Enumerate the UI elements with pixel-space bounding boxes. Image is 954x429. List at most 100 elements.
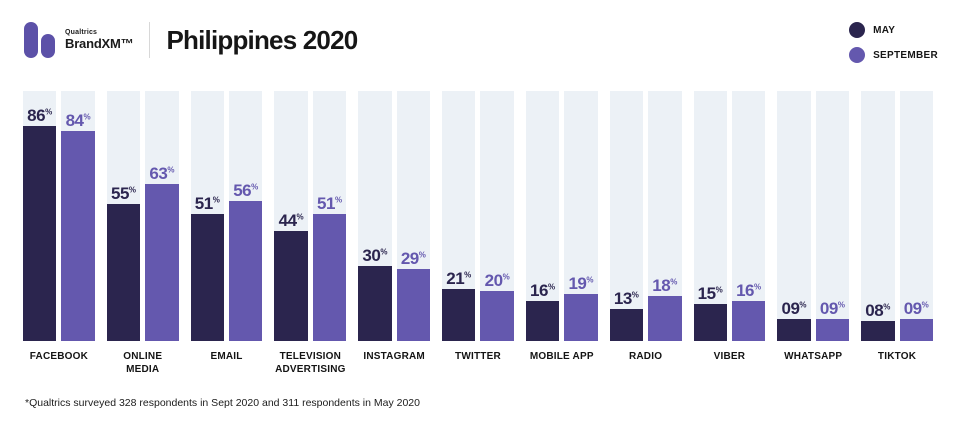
bar-september [480, 291, 514, 341]
bar-may [274, 231, 308, 341]
bar-track-september: 09% [815, 91, 850, 341]
category-label: TWITTER [455, 351, 501, 362]
logo-brand-main: BrandXM™ [65, 35, 134, 51]
bar-september [396, 268, 431, 341]
bar-track-may: 08% [861, 91, 895, 341]
bar-track-may: 13% [609, 91, 644, 341]
bar-track-september: 18% [648, 91, 682, 341]
category-group: 44% 51% TELEVISION ADVERTISING [274, 91, 347, 376]
bar-track-september: 19% [564, 91, 598, 341]
footnote: *Qualtrics surveyed 328 respondents in S… [25, 397, 420, 409]
bar-track-september: 20% [480, 91, 514, 341]
category-group: 16% 19% MOBILE APP [525, 91, 598, 376]
logo-text: Qualtrics BrandXM™ [65, 29, 134, 51]
header: Qualtrics BrandXM™ Philippines 2020 [24, 22, 936, 58]
bar-track-pair: 51% 56% [190, 91, 263, 341]
bar-track-pair: 21% 20% [442, 91, 514, 341]
bar-value-label: 16% [530, 281, 556, 300]
bar-value-label: 55% [110, 183, 137, 203]
bar-may [609, 308, 644, 341]
category-label: MOBILE APP [529, 351, 594, 362]
bar-track-september: 56% [229, 91, 263, 341]
bar-track-pair: 16% 19% [525, 91, 598, 341]
bar-chart: 86% 84% FACEBOOK 55% 63% ONLINE MEDIA 51% 56% EM… [23, 91, 933, 376]
bar-september [899, 318, 933, 341]
september-swatch-icon [849, 47, 866, 63]
bar-value-label: 18% [652, 276, 678, 295]
bar-value-label: 13% [613, 288, 639, 308]
bar-may [442, 288, 476, 341]
bar-value-label: 63% [149, 163, 175, 183]
bar-track-may: 15% [693, 91, 727, 341]
bar-september [312, 213, 347, 341]
page-title: Philippines 2020 [166, 24, 358, 55]
legend-label: SEPTEMBER [873, 49, 938, 61]
bar-value-label: 20% [484, 271, 510, 290]
bar-track-pair: 13% 18% [609, 91, 682, 341]
bar-may [525, 301, 560, 341]
category-label: ONLINE MEDIA [123, 351, 163, 375]
bar-value-label: 29% [400, 248, 426, 268]
bar-value-label: 56% [233, 181, 259, 200]
logo-lobe-tall [24, 22, 38, 58]
bar-track-may: 16% [525, 91, 560, 341]
bar-september [815, 318, 850, 341]
bar-value-label: 51% [194, 193, 220, 213]
bar-track-september: 63% [145, 91, 179, 341]
bar-track-pair: 08% 09% [861, 91, 933, 341]
bar-track-pair: 44% 51% [274, 91, 347, 341]
bar-track-september: 16% [731, 91, 766, 341]
category-group: 13% 18% RADIO [609, 91, 682, 376]
bar-track-pair: 30% 29% [358, 91, 431, 341]
bar-value-label: 51% [317, 193, 343, 213]
bar-value-label: 44% [278, 211, 304, 230]
bar-track-september: 84% [61, 91, 95, 341]
bar-track-pair: 86% 84% [23, 91, 95, 341]
bar-may [861, 321, 895, 341]
category-label: EMAIL [210, 351, 243, 362]
logo-lobe-short [41, 34, 55, 58]
bar-may [190, 213, 225, 341]
bar-track-september: 09% [899, 91, 933, 341]
bar-track-may: 86% [23, 91, 57, 341]
qualtrics-logo-icon [24, 22, 55, 58]
logo-brand-small: Qualtrics [65, 29, 98, 36]
category-group: 21% 20% TWITTER [442, 91, 514, 376]
bar-may [777, 318, 811, 341]
bar-track-may: 09% [777, 91, 811, 341]
category-label: WHATSAPP [784, 351, 843, 362]
bar-september [61, 131, 95, 341]
bar-value-label: 15% [697, 283, 723, 303]
bar-september [229, 201, 263, 341]
bar-track-september: 51% [312, 91, 347, 341]
bar-track-pair: 55% 63% [106, 91, 179, 341]
may-swatch-icon [849, 22, 866, 38]
bar-may [358, 266, 392, 341]
category-group: 08% 09% TIKTOK [861, 91, 933, 376]
bar-value-label: 84% [65, 111, 91, 130]
category-label: TELEVISION ADVERTISING [275, 351, 346, 375]
category-group: 51% 56% EMAIL [190, 91, 263, 376]
bar-track-may: 51% [190, 91, 225, 341]
bar-value-label: 09% [819, 298, 845, 318]
category-label: TIKTOK [877, 351, 917, 362]
legend-label: MAY [873, 24, 896, 36]
bar-value-label: 09% [903, 298, 929, 318]
legend: MAY SEPTEMBER [849, 22, 938, 63]
category-group: 55% 63% ONLINE MEDIA [106, 91, 179, 376]
bar-value-label: 86% [27, 106, 53, 125]
bar-may [693, 303, 727, 341]
bar-value-label: 30% [362, 246, 388, 265]
header-divider [149, 22, 151, 58]
bar-value-label: 19% [568, 273, 594, 293]
bar-may [106, 203, 141, 341]
bar-value-label: 08% [865, 301, 891, 320]
category-label: RADIO [628, 351, 663, 362]
bar-track-pair: 15% 16% [693, 91, 766, 341]
bar-value-label: 16% [736, 281, 762, 300]
category-group: 15% 16% VIBER [693, 91, 766, 376]
bar-track-may: 44% [274, 91, 308, 341]
category-label: FACEBOOK [29, 351, 89, 362]
category-label: VIBER [713, 351, 746, 362]
